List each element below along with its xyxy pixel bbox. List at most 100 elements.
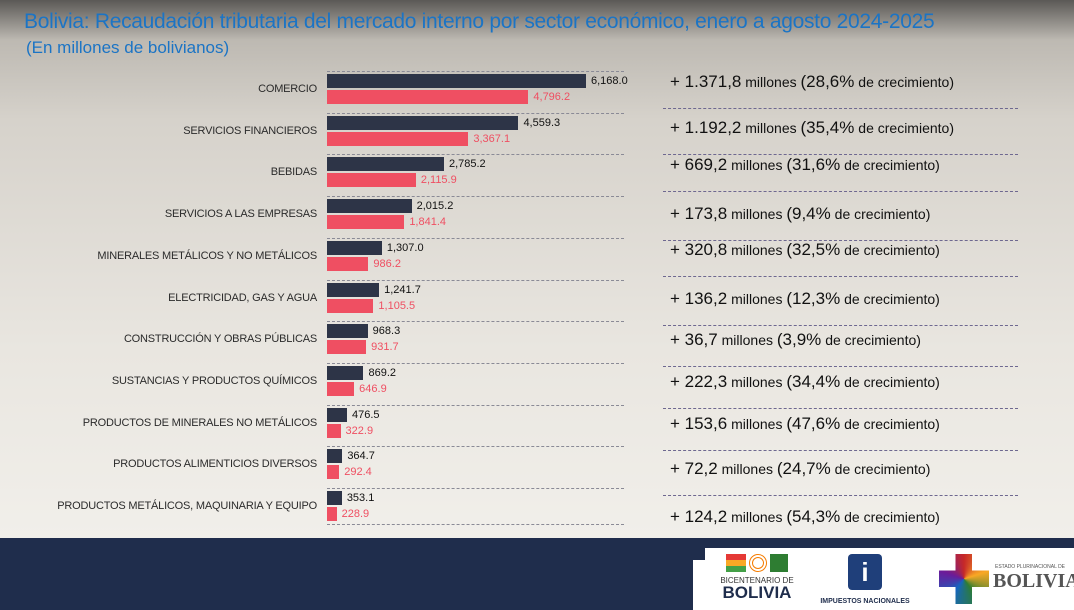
bar-2024 [327,298,374,313]
bar-2025 [327,491,342,505]
bar-2024 [327,423,341,438]
growth-text: + 222,3 millones (34,4% de crecimiento) [670,372,940,392]
growth-percent: (34,4% [786,372,841,391]
growth-text: + 72,2 millones (24,7% de crecimiento) [670,459,930,479]
growth-percent: (47,6% [786,414,841,433]
bar-2025 [327,449,343,464]
growth-amount: + 72,2 [670,459,718,478]
growth-suffix: de crecimiento) [854,74,954,90]
growth-separator [663,450,1018,451]
bicentenario-text: BICENTENARIO DE [720,576,794,585]
growth-separator [663,276,1018,277]
growth-unit: millones [727,509,787,525]
growth-separator [663,154,1018,155]
category-label: BEBIDAS [270,166,317,179]
growth-separator [663,495,1018,496]
growth-unit: millones [717,332,777,348]
growth-suffix: de crecimiento) [840,291,940,307]
growth-suffix: de crecimiento) [840,242,940,258]
impuestos-text: IMPUESTOS NACIONALES [820,598,910,605]
row-separator [327,237,624,239]
logos-panel: BICENTENARIO DE BOLIVIA i IMPUESTOS NACI… [705,548,1074,610]
stripes-icon [726,554,746,572]
spiral-icon [749,554,767,572]
value-label-2024: 2,115.9 [420,174,457,187]
bar-2025 [327,407,347,422]
growth-percent: (24,7% [776,459,831,478]
growth-text: + 669,2 millones (31,6% de crecimiento) [670,155,940,175]
growth-suffix: de crecimiento) [840,157,940,173]
growth-separator [663,191,1018,192]
bar-2025 [327,240,382,255]
value-label-2024: 228.9 [341,508,370,520]
growth-text: + 124,2 millones (54,3% de crecimiento) [670,507,940,527]
growth-unit: millones [741,74,801,90]
bar-2024 [327,507,337,521]
growth-amount: + 222,3 [670,372,728,391]
growth-separator [663,408,1018,409]
growth-amount: + 36,7 [670,330,718,349]
growth-suffix: de crecimiento) [840,416,940,432]
estado-bolivia: BOLIVIA [993,570,1074,592]
row-separator [327,279,624,281]
row-separator [327,404,624,406]
value-label-2025: 2,785.2 [448,158,486,171]
row-separator [327,488,624,489]
growth-unit: millones [727,416,787,432]
growth-amount: + 136,2 [670,289,728,308]
growth-unit: millones [727,374,787,390]
growth-suffix: de crecimiento) [830,206,931,222]
growth-amount: + 320,8 [670,240,728,259]
value-label-2025: 1,307.0 [386,241,424,254]
growth-text: + 36,7 millones (3,9% de crecimiento) [670,330,921,350]
growth-percent: (31,6% [786,155,841,174]
growth-text: + 320,8 millones (32,5% de crecimiento) [670,240,940,260]
value-label-2024: 322.9 [345,424,374,437]
footer-step-decoration [693,560,705,610]
category-label: ELECTRICIDAD, GAS Y AGUA [168,291,317,304]
growth-text: + 153,6 millones (47,6% de crecimiento) [670,414,940,434]
bar-2025 [327,199,412,214]
growth-percent: (3,9% [776,330,822,349]
row-separator [327,321,624,323]
growth-amount: + 173,8 [670,204,728,223]
growth-text: + 136,2 millones (12,3% de crecimiento) [670,289,940,309]
row-separator [327,524,624,525]
row-separator [327,362,624,364]
impuestos-nacionales-logo: i IMPUESTOS NACIONALES [805,554,925,605]
category-label: SUSTANCIAS Y PRODUCTOS QUÍMICOS [111,374,317,387]
bar-2024 [327,340,367,355]
growth-separator [663,108,1018,109]
row-separator [327,71,624,72]
value-label-2025: 1,241.7 [384,283,421,296]
growth-amount: + 1.371,8 [670,72,742,91]
value-label-2024: 3,367.1 [473,132,511,145]
bar-2025 [327,282,380,297]
growth-suffix: de crecimiento) [830,461,931,477]
diamond-icon [770,554,788,572]
growth-amount: + 1.192,2 [670,118,742,137]
bar-2024 [327,465,340,480]
bar-2024 [327,173,416,188]
value-label-2024: 931.7 [371,341,399,354]
bar-2024 [327,131,469,146]
growth-separator [663,240,1018,241]
growth-percent: (12,3% [786,289,841,308]
growth-separator [663,366,1018,367]
category-label: COMERCIO [258,83,317,95]
category-label: PRODUCTOS METÁLICOS, MAQUINARIA Y EQUIPO [57,500,317,512]
value-label-2024: 292.4 [344,466,372,479]
value-label-2024: 4,796.2 [533,91,571,103]
bar-2025 [327,74,586,88]
growth-suffix: de crecimiento) [840,509,940,525]
row-separator [327,112,624,114]
growth-unit: millones [727,206,787,222]
row-separator [327,446,624,448]
growth-percent: (9,4% [786,204,831,223]
value-label-2024: 1,105.5 [378,299,416,312]
growth-percent: (28,6% [800,72,855,91]
chakana-icon [939,554,989,604]
bar-2025 [327,324,368,339]
growth-unit: millones [717,461,777,477]
estado-plurinacional-logo: ESTADO PLURINACIONAL DE BOLIVIA [935,550,1074,608]
